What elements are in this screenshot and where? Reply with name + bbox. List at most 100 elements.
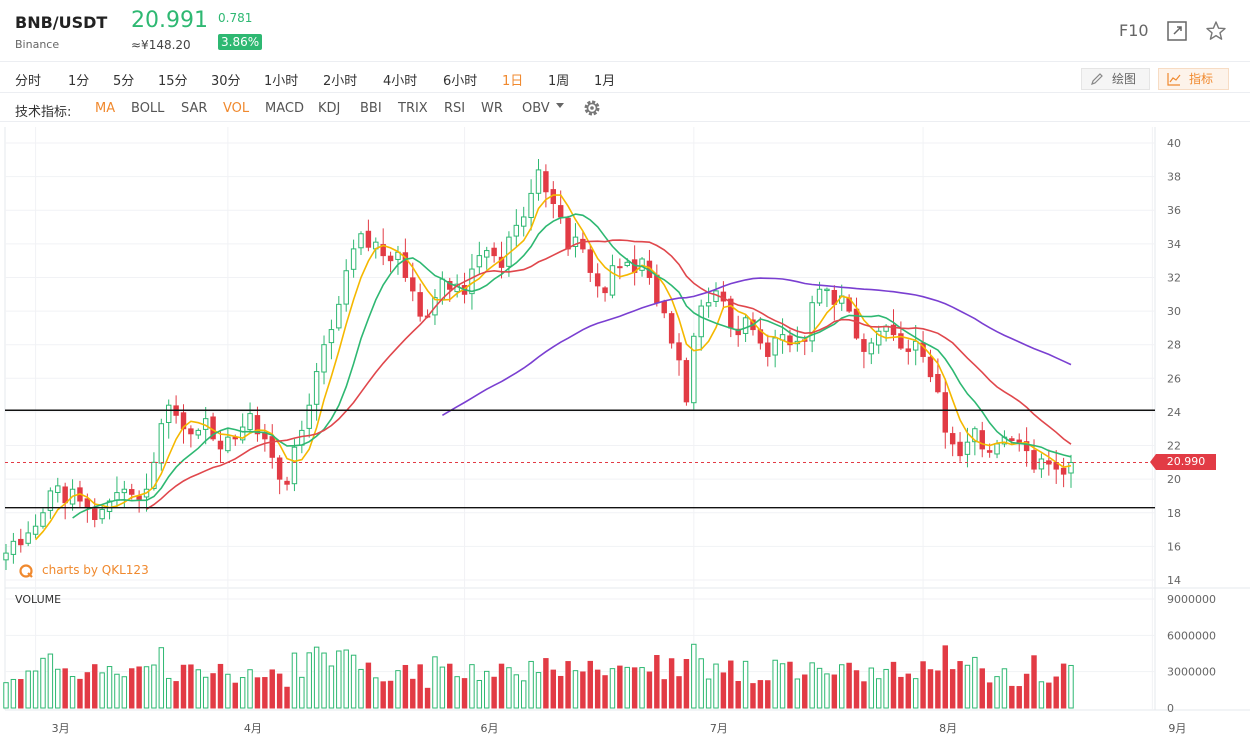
volume-bar <box>225 673 231 709</box>
candle-body <box>816 288 823 304</box>
candle-body <box>498 256 505 268</box>
volume-bar <box>861 681 867 709</box>
candle-body <box>3 552 9 561</box>
fullscreen-icon[interactable] <box>1166 20 1188 42</box>
candle-body <box>10 540 17 555</box>
indicator-sar[interactable]: SAR <box>181 101 208 116</box>
time-tick-label: 6月 <box>481 722 499 735</box>
indicator-kdj[interactable]: KDJ <box>318 101 341 116</box>
volume-tick-label: 3000000 <box>1167 666 1216 679</box>
volume-bar <box>55 668 61 709</box>
timeframe-tab[interactable]: 4小时 <box>383 74 418 89</box>
draw-button[interactable]: 绘图 <box>1081 68 1150 90</box>
timeframe-tab-active[interactable]: 1日 <box>502 74 524 89</box>
indicator-ma[interactable]: MA <box>95 101 116 116</box>
candle-body <box>40 512 46 527</box>
candle-body <box>772 337 778 356</box>
indicator-boll[interactable]: BOLL <box>131 101 165 116</box>
candles <box>3 158 1074 570</box>
chevron-down-icon[interactable] <box>556 103 564 108</box>
volume-tick-label: 9000000 <box>1167 593 1216 606</box>
volume-bar <box>506 667 512 709</box>
candle-body <box>1038 458 1045 470</box>
candle-body <box>417 292 423 317</box>
candle-body <box>151 461 157 490</box>
volume-bar <box>180 664 187 709</box>
volume-bar <box>491 676 497 709</box>
volume-bar <box>40 657 46 709</box>
indicator-title: 技术指标: <box>15 105 72 120</box>
indicator-wr[interactable]: WR <box>481 101 503 116</box>
volume-bar <box>935 670 941 709</box>
volume-bar <box>92 664 98 709</box>
timeframe-tab[interactable]: 1分 <box>68 74 90 89</box>
candle-body <box>343 270 349 305</box>
indicator-trix[interactable]: TRIX <box>398 101 428 116</box>
volume-bar <box>972 656 978 709</box>
volume-bar <box>247 669 253 709</box>
watermark: charts by QKL123 <box>42 563 149 577</box>
price-tick-label: 40 <box>1167 137 1181 150</box>
horizontal-lines <box>5 409 1155 509</box>
indicator-macd[interactable]: MACD <box>265 101 304 116</box>
volume-bar <box>550 669 557 709</box>
volume-bar <box>986 682 993 709</box>
volume-bar <box>735 680 741 709</box>
timeframe-tab[interactable]: 5分 <box>113 74 135 89</box>
candle-body <box>55 485 61 493</box>
candle-body <box>1060 467 1067 475</box>
indicator-bbi[interactable]: BBI <box>360 101 382 116</box>
timeframe-tab[interactable]: 1小时 <box>264 74 299 89</box>
volume-bar <box>839 664 845 709</box>
volume-bar <box>291 652 298 709</box>
volume-bar <box>720 672 727 709</box>
candle-body <box>957 441 963 457</box>
timeframe-tab[interactable]: 6小时 <box>443 74 478 89</box>
volume-bar <box>262 677 268 709</box>
candle-body <box>276 457 283 480</box>
price-tick-label: 32 <box>1167 271 1181 284</box>
candle-body <box>617 266 623 269</box>
last-price-tag: 20.990 <box>1150 454 1216 470</box>
volume-bar <box>920 661 926 709</box>
timeframe-tab[interactable]: 2小时 <box>323 74 358 89</box>
volume-bar <box>114 673 120 709</box>
volume-bar <box>99 672 105 709</box>
volume-bar <box>816 667 823 709</box>
volume-bar <box>1060 663 1067 709</box>
pencil-icon <box>1091 73 1103 85</box>
indicator-button[interactable]: 指标 <box>1158 68 1229 90</box>
volume-bar <box>1046 682 1052 709</box>
f10-button[interactable]: F10 <box>1119 21 1149 40</box>
volume-bar <box>765 680 771 709</box>
volume-bar <box>358 668 364 709</box>
volume-bar <box>395 670 401 709</box>
candle-body <box>609 265 616 296</box>
candle-body <box>942 392 948 433</box>
volume-bar <box>639 667 645 709</box>
volume-bar <box>121 676 128 709</box>
volume-bar <box>587 660 593 709</box>
timeframe-tab[interactable]: 1周 <box>548 74 570 89</box>
volume-bar <box>18 679 24 709</box>
timeframe-tab[interactable]: 30分 <box>211 74 241 89</box>
indicator-rsi[interactable]: RSI <box>444 101 466 116</box>
volume-bar <box>528 660 534 709</box>
candle-body <box>520 216 527 227</box>
timeframe-tab[interactable]: 分时 <box>15 74 42 89</box>
volume-bar <box>217 663 224 709</box>
gear-icon[interactable] <box>582 98 602 118</box>
volume-bar <box>188 664 194 709</box>
indicator-vol[interactable]: VOL <box>223 101 250 116</box>
price-tick-label: 18 <box>1167 507 1181 520</box>
volume-bar <box>1053 676 1059 709</box>
candle-body <box>898 333 904 349</box>
candle-body <box>188 428 194 435</box>
star-icon[interactable] <box>1205 20 1227 42</box>
indicator-obv[interactable]: OBV <box>522 101 550 116</box>
candle-body <box>949 433 956 445</box>
timeframe-tab[interactable]: 15分 <box>158 74 188 89</box>
timeframe-bar: 分时 1分 5分 15分 30分 1小时 2小时 4小时 6小时 1日 1周 1… <box>0 63 1250 93</box>
timeframe-tab[interactable]: 1月 <box>594 74 616 89</box>
